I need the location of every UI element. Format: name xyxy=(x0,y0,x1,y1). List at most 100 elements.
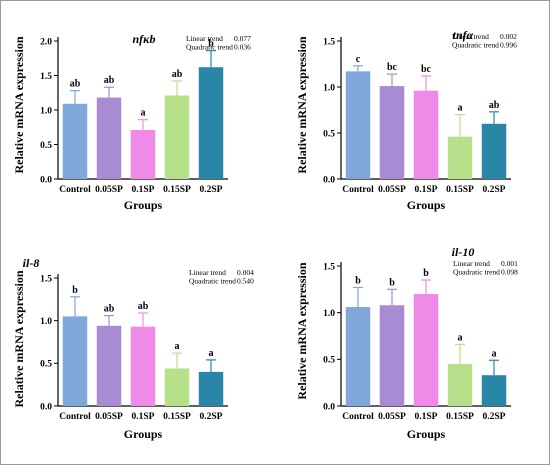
x-axis-label: Groups xyxy=(407,198,446,212)
bar-0.05sp xyxy=(379,86,405,179)
trend-label: Quadratic trend xyxy=(189,277,236,286)
y-tick-label: 1.5 xyxy=(323,37,335,47)
trend-value: 0.001 xyxy=(501,259,518,268)
x-tick-label: 0.1SP xyxy=(415,185,438,195)
y-tick-label: 1.0 xyxy=(323,83,335,93)
y-tick-label: 1.5 xyxy=(40,72,52,82)
bar-0.1sp xyxy=(413,90,439,179)
bar-0.2sp xyxy=(481,123,507,179)
significance-label: ab xyxy=(489,100,500,111)
x-tick-label: 0.15SP xyxy=(163,185,191,195)
x-tick-label: Control xyxy=(342,412,374,422)
x-axis-label: Groups xyxy=(124,427,163,441)
significance-label: a xyxy=(458,332,463,343)
x-tick-label: 0.05SP xyxy=(95,412,123,422)
chart-panel-4: 0.0 0.5 1.0 1.5 b Control b 0.05SP b 0.1SP a 0.15SP… xyxy=(295,245,518,441)
x-tick-label: 0.2SP xyxy=(200,185,223,195)
significance-label: ab xyxy=(172,69,183,80)
trend-label: Quadratic trend xyxy=(453,268,500,277)
y-axis-label: Relative mRNA expression xyxy=(295,262,309,399)
x-axis-label: Groups xyxy=(407,427,446,441)
x-tick-label: 0.05SP xyxy=(378,185,406,195)
trend-value: 0.002 xyxy=(500,32,517,41)
x-axis-label: Groups xyxy=(124,198,163,212)
y-tick-label: 0.0 xyxy=(323,402,335,412)
y-axis-label: Relative mRNA expression xyxy=(12,36,26,173)
significance-label: bc xyxy=(387,62,398,73)
bar-control xyxy=(345,307,371,406)
y-tick-label: 0.5 xyxy=(40,141,52,151)
gene-title: il-10 xyxy=(452,245,475,259)
x-tick-label: 0.2SP xyxy=(483,185,506,195)
significance-label: a xyxy=(458,103,463,114)
x-tick-label: 0.05SP xyxy=(95,185,123,195)
gene-title: nfκb xyxy=(132,32,155,46)
bar-control xyxy=(62,316,88,406)
significance-label: b xyxy=(423,268,429,279)
x-tick-label: Control xyxy=(59,412,91,422)
significance-label: b xyxy=(355,275,361,286)
significance-label: ab xyxy=(70,79,81,90)
chart-panel-2: 0.0 0.5 1.0 1.5 c Control bc 0.05SP bc 0.1SP a 0.15… xyxy=(295,28,517,212)
trend-label: Quadratic trend xyxy=(452,41,499,50)
gene-title: il-8 xyxy=(23,256,40,270)
trend-label: Linear trend xyxy=(186,34,223,43)
bar-0.2sp xyxy=(198,67,224,179)
significance-label: a xyxy=(209,348,214,359)
gene-title: tnfα xyxy=(453,28,474,42)
bar-0.1sp xyxy=(130,130,156,179)
bar-0.2sp xyxy=(198,371,224,406)
significance-label: a xyxy=(141,108,146,119)
y-tick-label: 0.0 xyxy=(323,175,335,185)
significance-label: b xyxy=(72,285,78,296)
significance-label: bc xyxy=(421,64,432,75)
bar-0.1sp xyxy=(413,294,439,406)
x-tick-label: 0.15SP xyxy=(446,412,474,422)
y-tick-label: 2.0 xyxy=(40,37,52,47)
x-tick-label: 0.1SP xyxy=(415,412,438,422)
bar-0.15sp xyxy=(447,136,473,179)
significance-label: ab xyxy=(104,304,115,315)
y-tick-label: 1.5 xyxy=(40,274,52,284)
trend-value: 0.004 xyxy=(237,268,254,277)
bar-0.05sp xyxy=(379,305,405,406)
trend-value: 0.098 xyxy=(501,268,518,277)
trend-value: 0.996 xyxy=(500,41,517,50)
bar-0.15sp xyxy=(447,364,473,406)
bar-0.05sp xyxy=(96,97,122,179)
bar-0.15sp xyxy=(164,368,190,406)
x-tick-label: Control xyxy=(342,185,374,195)
x-tick-label: 0.15SP xyxy=(163,412,191,422)
significance-label: ab xyxy=(104,75,115,86)
y-axis-label: Relative mRNA expression xyxy=(12,270,26,407)
y-tick-label: 0.0 xyxy=(40,402,52,412)
x-tick-label: 0.15SP xyxy=(446,185,474,195)
chart-panel-3: 0.0 0.5 1.0 1.5 b Control ab 0.05SP ab 0.1SP a 0.15… xyxy=(12,256,254,441)
bar-0.05sp xyxy=(96,325,122,406)
x-tick-label: Control xyxy=(59,185,91,195)
trend-label: Quadratic trend xyxy=(186,43,233,52)
significance-label: a xyxy=(492,348,497,359)
trend-label: Linear trend xyxy=(453,259,490,268)
trend-value: 0.540 xyxy=(237,277,254,286)
x-tick-label: 0.2SP xyxy=(200,412,223,422)
trend-value: 0.036 xyxy=(234,43,251,52)
y-tick-label: 0.0 xyxy=(40,175,52,185)
significance-label: b xyxy=(208,39,214,50)
y-axis-label: Relative mRNA expression xyxy=(295,36,309,173)
significance-label: b xyxy=(389,277,395,288)
trend-label: Linear trend xyxy=(189,268,226,277)
bar-0.1sp xyxy=(130,326,156,406)
x-tick-label: 0.05SP xyxy=(378,412,406,422)
y-tick-label: 0.5 xyxy=(323,129,335,139)
bar-control xyxy=(62,103,88,179)
x-tick-label: 0.1SP xyxy=(132,185,155,195)
y-tick-label: 0.5 xyxy=(323,356,335,366)
significance-label: c xyxy=(356,54,361,65)
x-tick-label: 0.2SP xyxy=(483,412,506,422)
x-tick-label: 0.1SP xyxy=(132,412,155,422)
bar-0.2sp xyxy=(481,375,507,406)
trend-value: 0.077 xyxy=(234,34,251,43)
